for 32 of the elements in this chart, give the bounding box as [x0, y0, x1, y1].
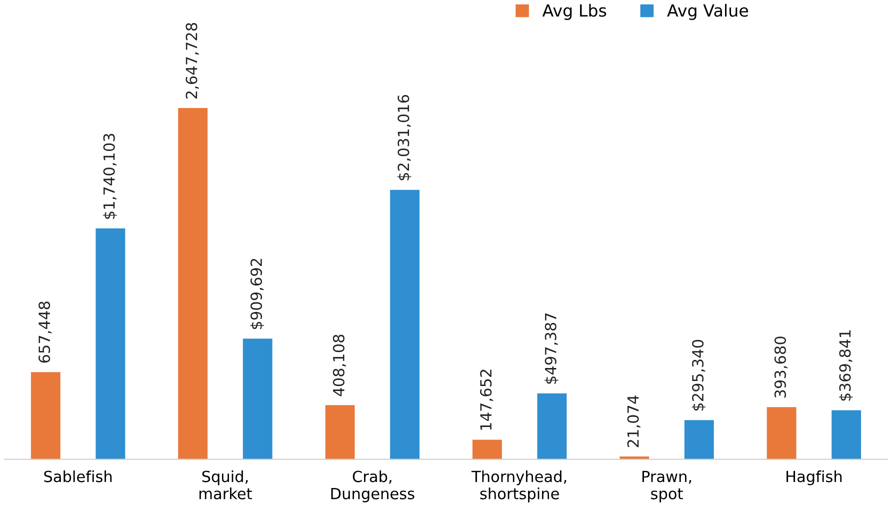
- data-label: $369,841: [838, 330, 853, 401]
- data-label: $497,387: [544, 313, 558, 384]
- bar: [242, 338, 272, 460]
- legend-label: Avg Value: [667, 4, 748, 20]
- data-label: $909,692: [250, 258, 264, 330]
- bar: [390, 190, 420, 460]
- data-label: $295,340: [692, 340, 706, 411]
- data-label: $1,740,103: [103, 134, 117, 219]
- data-label: $2,031,016: [397, 94, 412, 180]
- bar: [325, 405, 355, 460]
- x-tick-label: Squid, market: [200, 470, 252, 500]
- bar: [96, 228, 126, 460]
- data-label: 408,108: [332, 334, 346, 396]
- bar: [684, 420, 714, 460]
- bar: [620, 456, 650, 460]
- x-tick-label: Sablefish: [44, 470, 112, 482]
- x-tick-label: Crab, Dungeness: [331, 470, 414, 502]
- x-tick-label: Prawn, spot: [642, 470, 692, 502]
- x-tick-label: Thornyhead, shortspine: [471, 470, 566, 502]
- data-label: 393,680: [774, 336, 788, 398]
- bar: [537, 393, 567, 460]
- bar: [30, 372, 60, 460]
- data-label: 2,647,728: [186, 22, 199, 99]
- data-label: 147,652: [480, 370, 494, 430]
- legend-label: Avg Lbs: [542, 4, 606, 20]
- bar: [832, 410, 862, 460]
- bar: [178, 108, 208, 460]
- x-tick-label: Hagfish: [786, 470, 842, 486]
- data-label: 657,448: [38, 302, 52, 363]
- bar: [472, 440, 502, 460]
- bar: [766, 407, 796, 460]
- data-label: 21,074: [627, 396, 640, 448]
